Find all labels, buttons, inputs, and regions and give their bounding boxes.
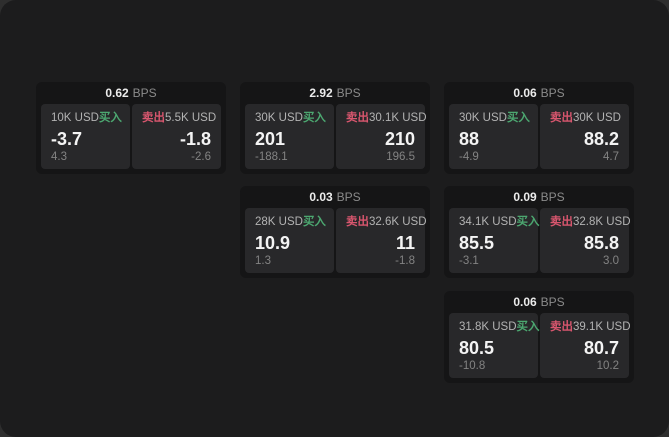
- quote-card-1: 0.62 BPS 10K USD 买入 -3.7 4.3 卖出 5.5K USD…: [36, 82, 226, 174]
- card-header: 0.03 BPS: [240, 186, 430, 208]
- card-body: 31.8K USD 买入 80.5 -10.8 卖出 39.1K USD 80.…: [444, 313, 634, 383]
- sell-delta: 196.5: [386, 151, 415, 163]
- spread-bps-value: 2.92: [309, 86, 333, 100]
- buy-panel[interactable]: 31.8K USD 买入 80.5 -10.8: [449, 313, 540, 378]
- sell-size: 32.6K USD: [369, 216, 427, 228]
- card-body: 34.1K USD 买入 85.5 -3.1 卖出 32.8K USD 85.8…: [444, 208, 634, 278]
- sell-price: 11: [395, 233, 415, 253]
- sell-size: 39.1K USD: [573, 321, 631, 333]
- buy-label: 买入: [98, 112, 122, 124]
- sell-price: 210: [384, 129, 415, 149]
- sell-label: 卖出: [550, 112, 573, 124]
- card-body: 30K USD 买入 201 -188.1 卖出 30.1K USD 210 1…: [240, 104, 430, 174]
- bps-unit-label: BPS: [540, 86, 565, 100]
- buy-label: 买入: [302, 112, 326, 124]
- buy-price: 88: [459, 129, 480, 149]
- buy-label: 买入: [516, 321, 540, 333]
- sell-size: 30K USD: [573, 112, 621, 124]
- sell-price: 88.2: [583, 129, 619, 149]
- buy-price: 85.5: [459, 233, 495, 253]
- card-header: 0.06 BPS: [444, 291, 634, 313]
- buy-size: 31.8K USD: [459, 321, 517, 333]
- buy-delta: 4.3: [51, 151, 67, 163]
- sell-panel[interactable]: 卖出 30.1K USD 210 196.5: [336, 104, 427, 169]
- sell-label: 卖出: [346, 112, 369, 124]
- card-body: 10K USD 买入 -3.7 4.3 卖出 5.5K USD -1.8 -2.…: [36, 104, 226, 174]
- spread-bps-value: 0.62: [105, 86, 129, 100]
- bps-unit-label: BPS: [540, 190, 565, 204]
- buy-panel[interactable]: 30K USD 买入 201 -188.1: [245, 104, 334, 169]
- sell-size: 32.8K USD: [573, 216, 631, 228]
- sell-label: 卖出: [550, 216, 573, 228]
- bps-unit-label: BPS: [336, 190, 361, 204]
- buy-delta: -4.9: [459, 151, 479, 163]
- card-header: 2.92 BPS: [240, 82, 430, 104]
- sell-delta: 10.2: [596, 360, 619, 372]
- buy-delta: -188.1: [255, 151, 288, 163]
- quote-card-3: 0.06 BPS 30K USD 买入 88 -4.9 卖出 30K USD 8…: [444, 82, 634, 174]
- card-body: 30K USD 买入 88 -4.9 卖出 30K USD 88.2 4.7: [444, 104, 634, 174]
- sell-panel[interactable]: 卖出 5.5K USD -1.8 -2.6: [132, 104, 221, 169]
- buy-label: 买入: [506, 112, 530, 124]
- card-header: 0.09 BPS: [444, 186, 634, 208]
- buy-panel[interactable]: 30K USD 买入 88 -4.9: [449, 104, 538, 169]
- quote-card-6: 0.06 BPS 31.8K USD 买入 80.5 -10.8 卖出 39.1…: [444, 291, 634, 383]
- sell-label: 卖出: [550, 321, 573, 333]
- buy-delta: 1.3: [255, 255, 271, 267]
- card-header: 0.62 BPS: [36, 82, 226, 104]
- buy-price: 201: [255, 129, 286, 149]
- buy-size: 10K USD: [51, 112, 99, 124]
- spread-bps-value: 0.06: [513, 295, 537, 309]
- bps-unit-label: BPS: [540, 295, 565, 309]
- sell-delta: -2.6: [191, 151, 211, 163]
- sell-label: 卖出: [142, 112, 165, 124]
- sell-label: 卖出: [346, 216, 369, 228]
- sell-panel[interactable]: 卖出 32.6K USD 11 -1.8: [336, 208, 427, 273]
- buy-delta: -3.1: [459, 255, 479, 267]
- sell-size: 5.5K USD: [165, 112, 217, 124]
- spread-bps-value: 0.03: [309, 190, 333, 204]
- buy-price: 10.9: [255, 233, 291, 253]
- buy-label: 买入: [302, 216, 326, 228]
- spread-bps-value: 0.09: [513, 190, 537, 204]
- buy-size: 30K USD: [255, 112, 303, 124]
- buy-panel[interactable]: 34.1K USD 买入 85.5 -3.1: [449, 208, 540, 273]
- sell-delta: -1.8: [395, 255, 415, 267]
- buy-size: 28K USD: [255, 216, 303, 228]
- quote-card-5: 0.09 BPS 34.1K USD 买入 85.5 -3.1 卖出 32.8K…: [444, 186, 634, 278]
- buy-label: 买入: [516, 216, 540, 228]
- sell-panel[interactable]: 卖出 30K USD 88.2 4.7: [540, 104, 629, 169]
- buy-size: 34.1K USD: [459, 216, 517, 228]
- buy-price: 80.5: [459, 338, 495, 358]
- bps-unit-label: BPS: [132, 86, 157, 100]
- sell-price: 85.8: [583, 233, 619, 253]
- card-body: 28K USD 买入 10.9 1.3 卖出 32.6K USD 11 -1.8: [240, 208, 430, 278]
- sell-panel[interactable]: 卖出 32.8K USD 85.8 3.0: [540, 208, 631, 273]
- sell-panel[interactable]: 卖出 39.1K USD 80.7 10.2: [540, 313, 631, 378]
- quote-card-4: 0.03 BPS 28K USD 买入 10.9 1.3 卖出 32.6K US…: [240, 186, 430, 278]
- buy-panel[interactable]: 28K USD 买入 10.9 1.3: [245, 208, 334, 273]
- buy-price: -3.7: [51, 129, 83, 149]
- sell-delta: 3.0: [603, 255, 619, 267]
- sell-size: 30.1K USD: [369, 112, 427, 124]
- bps-unit-label: BPS: [336, 86, 361, 100]
- sell-price: -1.8: [179, 129, 211, 149]
- spread-bps-value: 0.06: [513, 86, 537, 100]
- quote-card-2: 2.92 BPS 30K USD 买入 201 -188.1 卖出 30.1K …: [240, 82, 430, 174]
- buy-panel[interactable]: 10K USD 买入 -3.7 4.3: [41, 104, 130, 169]
- buy-size: 30K USD: [459, 112, 507, 124]
- sell-price: 80.7: [583, 338, 619, 358]
- buy-delta: -10.8: [459, 360, 486, 372]
- sell-delta: 4.7: [603, 151, 619, 163]
- card-header: 0.06 BPS: [444, 82, 634, 104]
